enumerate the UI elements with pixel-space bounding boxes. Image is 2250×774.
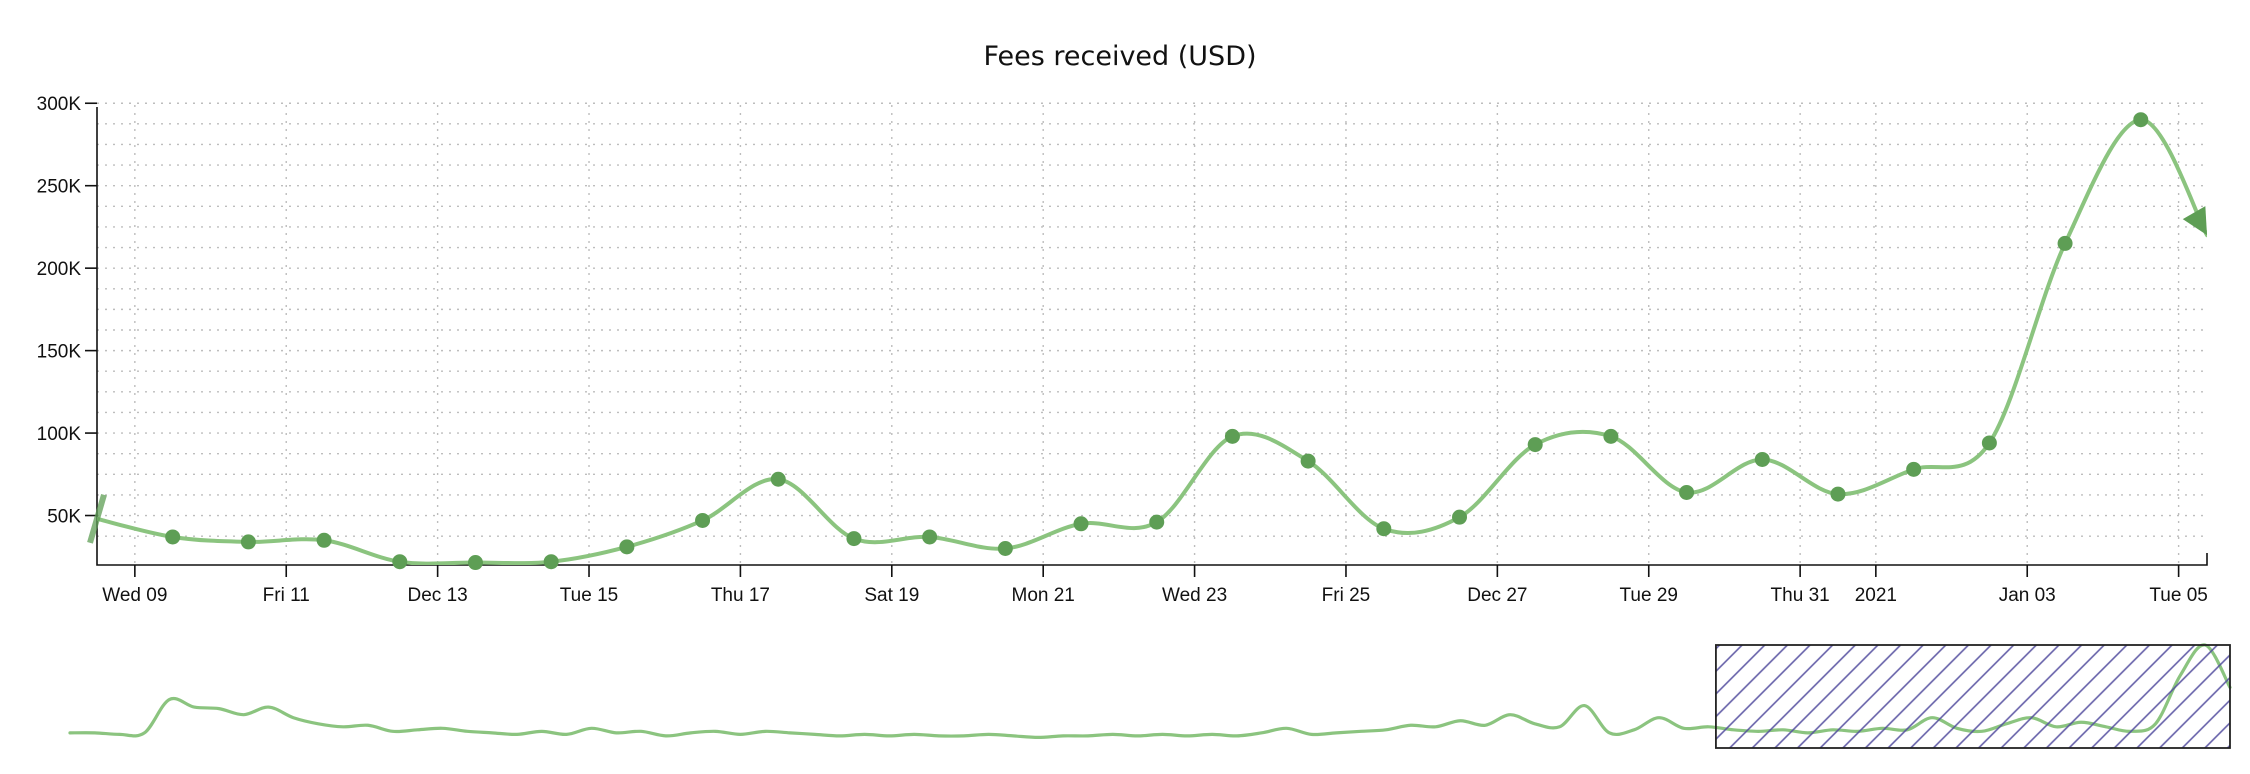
x-tick-label: Thu 17 [711, 585, 770, 606]
axis-lines [96, 107, 2208, 566]
y-tick-label: 300K [37, 94, 82, 115]
y-axis: 50K 100K 150K 200K 250K 300K [37, 94, 97, 528]
x-tick-label: Fri 25 [1322, 585, 1371, 606]
x-tick-label: Mon 21 [1012, 585, 1075, 606]
data-point [1754, 451, 1770, 467]
data-point [1376, 521, 1392, 537]
series-end-arrow [2182, 206, 2207, 236]
y-tick-label: 200K [37, 259, 82, 280]
data-point [1073, 516, 1089, 532]
data-point [1830, 486, 1846, 502]
axes [96, 107, 2208, 566]
x-tick-label: Wed 09 [102, 585, 167, 606]
data-point [997, 541, 1013, 557]
data-point [1300, 453, 1316, 469]
data-point [1906, 461, 1922, 477]
y-tick-label: 150K [37, 342, 82, 363]
data-point [2133, 112, 2149, 128]
grid-lines [97, 102, 2207, 565]
data-points [165, 112, 2149, 571]
x-tick-label: Dec 27 [1467, 585, 1527, 606]
data-point [695, 512, 711, 528]
y-tick-label: 100K [37, 424, 82, 445]
data-point [619, 539, 635, 555]
data-point [770, 471, 786, 487]
x-axis: Wed 09 Fri 11 Dec 13 Tue 15 Thu 17 Sat 19 Mon … [102, 565, 2208, 606]
data-point [543, 554, 559, 570]
data-point [922, 529, 938, 545]
x-tick-label: Wed 23 [1162, 585, 1227, 606]
series-end-markers [87, 206, 2207, 544]
series-start-marker [87, 493, 107, 544]
data-point [240, 534, 256, 550]
x-tick-label: Sat 19 [864, 585, 919, 606]
x-tick-label: Tue 15 [560, 585, 618, 606]
data-point [1603, 428, 1619, 444]
x-tick-label: Jan 03 [1999, 585, 2056, 606]
data-point [1224, 428, 1240, 444]
data-point [846, 531, 862, 547]
data-point [1679, 484, 1695, 500]
chart-title: Fees received (USD) [983, 41, 1256, 72]
data-point [467, 555, 483, 571]
data-point [1527, 437, 1543, 453]
y-tick-label: 50K [47, 507, 81, 528]
overview-navigator[interactable] [68, 643, 2232, 749]
x-tick-label: Tue 29 [1620, 585, 1678, 606]
data-point [316, 532, 332, 548]
data-point [165, 529, 181, 545]
data-point [392, 554, 408, 570]
data-point [1149, 514, 1165, 530]
x-tick-label: 2021 [1855, 585, 1897, 606]
overview-brush[interactable] [1715, 644, 2231, 749]
data-point [1981, 435, 1997, 451]
data-point [2057, 235, 2073, 251]
x-tick-label: Thu 31 [1771, 585, 1830, 606]
x-tick-label: Dec 13 [408, 585, 468, 606]
x-tick-label: Tue 05 [2149, 585, 2207, 606]
y-tick-label: 250K [37, 177, 82, 198]
data-point [1452, 509, 1468, 525]
x-tick-label: Fri 11 [263, 585, 310, 606]
